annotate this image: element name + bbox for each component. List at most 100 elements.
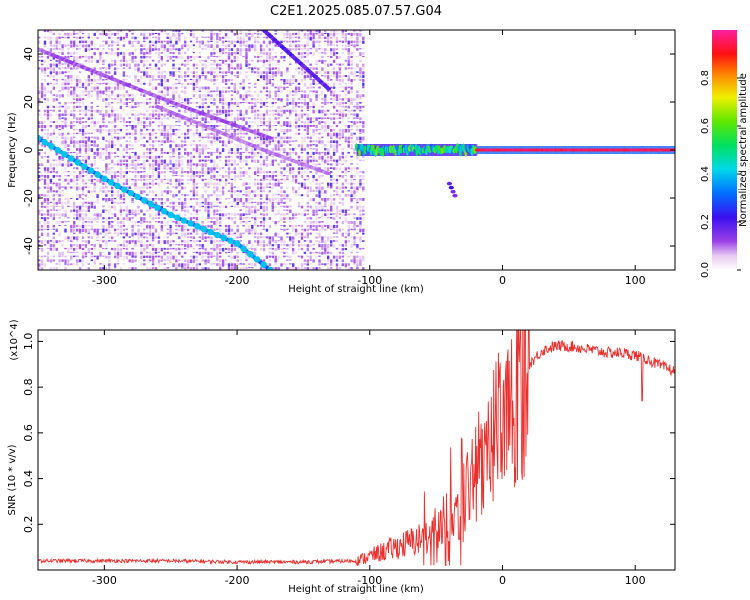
- heatmap-noise-cell: [315, 32, 318, 35]
- heatmap-noise-cell: [324, 36, 327, 40]
- heatmap-noise-cell: [338, 113, 342, 117]
- heatmap-noise-cell: [169, 247, 172, 250]
- heatmap-noise-cell: [154, 79, 158, 81]
- heatmap-noise-cell: [292, 48, 295, 50]
- heatmap-noise-cell: [157, 240, 161, 244]
- heatmap-noise-cell: [122, 44, 126, 47]
- heatmap-noise-cell: [207, 121, 210, 123]
- heatmap-noise-cell: [283, 32, 286, 36]
- heatmap-noise-cell: [157, 236, 161, 239]
- heatmap-noise-cell: [160, 213, 163, 217]
- heatmap-noise-cell: [111, 205, 114, 209]
- heatmap-noise-cell: [227, 167, 231, 171]
- heatmap-noise-cell: [216, 148, 219, 152]
- heatmap-noise-cell: [172, 52, 175, 55]
- heatmap-noise-cell: [236, 236, 239, 239]
- heatmap-noise-cell: [292, 105, 295, 109]
- heatmap-noise-cell: [67, 113, 70, 115]
- heatmap-noise-cell: [303, 79, 307, 81]
- heatmap-noise-cell: [207, 213, 210, 217]
- heatmap-noise-cell: [55, 163, 58, 168]
- heatmap-noise-cell: [111, 186, 114, 190]
- heatmap-noise-cell: [201, 232, 204, 237]
- heatmap-noise-cell: [148, 259, 152, 262]
- heatmap-noise-cell: [151, 255, 155, 260]
- heatmap-noise-cell: [283, 140, 286, 143]
- heatmap-noise-cell: [283, 121, 286, 125]
- heatmap-noise-cell: [122, 94, 126, 98]
- heatmap-noise-cell: [157, 247, 161, 250]
- heatmap-noise-cell: [122, 55, 126, 60]
- heatmap-noise-cell: [204, 117, 207, 121]
- heatmap-noise-cell: [321, 205, 324, 210]
- heatmap-noise-cell: [271, 255, 274, 259]
- heatmap-noise-cell: [140, 221, 143, 225]
- heatmap-noise-cell: [306, 267, 309, 270]
- heatmap-noise-cell: [327, 186, 330, 188]
- heatmap-noise-cell: [330, 228, 333, 230]
- heatmap-noise-cell: [210, 30, 213, 33]
- heatmap-noise-cell: [359, 171, 362, 173]
- heatmap-noise-cell: [286, 117, 289, 119]
- heatmap-noise-cell: [283, 240, 286, 244]
- heatmap-noise-cell: [230, 128, 234, 130]
- heatmap-noise-cell: [210, 159, 213, 163]
- heatmap-noise-cell: [362, 75, 365, 78]
- heatmap-noise-cell: [297, 205, 301, 208]
- heatmap-noise-cell: [254, 48, 257, 52]
- heatmap-noise-cell: [341, 151, 344, 155]
- heatmap-noise-cell: [262, 140, 266, 145]
- heatmap-noise-cell: [315, 232, 318, 235]
- heatmap-noise-cell: [227, 30, 231, 32]
- heatmap-noise-cell: [166, 140, 169, 143]
- heatmap-noise-cell: [265, 59, 269, 62]
- heatmap-noise-cell: [93, 136, 96, 139]
- heatmap-noise-cell: [359, 236, 362, 241]
- heatmap-noise-cell: [116, 32, 120, 35]
- heatmap-noise-cell: [318, 228, 321, 232]
- heatmap-noise-cell: [303, 59, 307, 63]
- heatmap-noise-cell: [198, 44, 201, 48]
- heatmap-noise-cell: [151, 59, 155, 62]
- heatmap-noise-cell: [324, 148, 327, 151]
- heatmap-noise-cell: [99, 251, 102, 256]
- heatmap-noise-cell: [330, 159, 333, 162]
- heatmap-noise-cell: [73, 247, 76, 251]
- heatmap-noise-cell: [64, 121, 67, 125]
- heatmap-noise-cell: [330, 136, 333, 140]
- heatmap-noise-cell: [46, 167, 50, 172]
- heatmap-noise-cell: [216, 132, 219, 136]
- heatmap-noise-cell: [195, 201, 199, 206]
- heatmap-noise-cell: [233, 102, 236, 105]
- heatmap-noise-cell: [327, 155, 330, 159]
- heatmap-noise-cell: [148, 251, 152, 255]
- heatmap-noise-cell: [362, 171, 365, 174]
- heatmap-noise-cell: [192, 178, 196, 183]
- heatmap-noise-cell: [81, 198, 85, 200]
- heatmap-noise-cell: [306, 121, 309, 125]
- heatmap-noise-cell: [198, 209, 201, 212]
- heatmap-noise-cell: [309, 32, 312, 36]
- heatmap-noise-cell: [265, 163, 269, 168]
- heatmap-noise-cell: [76, 198, 79, 200]
- heatmap-noise-cell: [271, 240, 274, 242]
- heatmap-noise-cell: [116, 251, 120, 256]
- heatmap-noise-cell: [90, 102, 93, 104]
- heatmap-noise-cell: [204, 155, 207, 159]
- heatmap-noise-cell: [207, 159, 210, 162]
- heatmap-noise-cell: [52, 67, 55, 71]
- heatmap-noise-cell: [40, 178, 44, 180]
- heatmap-noise-cell: [219, 113, 222, 115]
- heatmap-noise-cell: [105, 94, 108, 96]
- heatmap-noise-cell: [178, 71, 181, 73]
- heatmap-noise-cell: [70, 178, 73, 183]
- heatmap-noise-cell: [192, 205, 196, 210]
- heatmap-noise-cell: [143, 228, 146, 231]
- heatmap-noise-cell: [303, 140, 307, 143]
- heatmap-noise-cell: [347, 48, 350, 53]
- heatmap-noise-cell: [289, 113, 292, 116]
- heatmap-noise-cell: [353, 71, 356, 76]
- heatmap-noise-cell: [347, 213, 350, 216]
- heatmap-noise-cell: [245, 98, 248, 101]
- heatmap-noise-cell: [356, 186, 359, 190]
